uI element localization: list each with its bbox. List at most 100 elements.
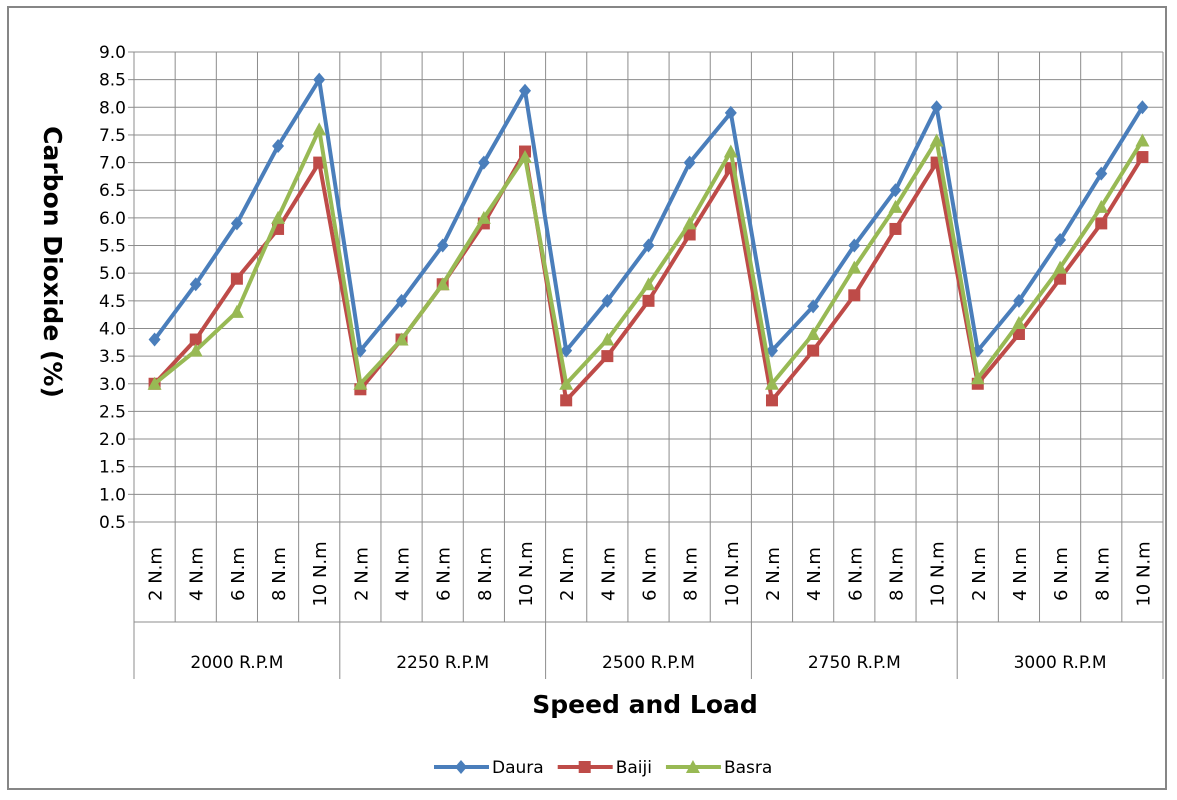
x-category-label: 6 N.m <box>228 547 249 601</box>
data-point-basra <box>394 332 409 346</box>
data-point-basra <box>476 210 491 224</box>
legend-label-basra: Basra <box>724 758 772 778</box>
data-point-basra <box>518 150 533 164</box>
data-point-basra <box>147 376 162 390</box>
legend-label-baiji: Baiji <box>616 758 652 778</box>
data-point-daura <box>560 343 573 358</box>
series-layer <box>147 72 1150 407</box>
data-point-baiji <box>230 272 243 285</box>
series-baiji <box>148 145 1149 407</box>
legend-marker-baiji <box>578 761 591 773</box>
legend-item-baiji: Baiji <box>557 758 652 778</box>
x-category-label: 10 N.m <box>1133 541 1154 606</box>
data-point-basra <box>271 210 286 224</box>
x-category-label: 10 N.m <box>928 541 949 606</box>
x-category-label: 4 N.m <box>1010 547 1031 601</box>
y-tick-label: 3.0 <box>99 375 126 395</box>
data-point-daura <box>1012 293 1025 308</box>
data-point-baiji <box>1054 272 1067 285</box>
x-group-label: 3000 R.P.M <box>1014 653 1107 673</box>
data-point-daura <box>601 293 614 308</box>
data-point-daura <box>1095 166 1108 181</box>
data-point-baiji <box>1012 328 1025 340</box>
x-category-label: 4 N.m <box>393 547 414 601</box>
data-point-daura <box>477 155 490 170</box>
data-point-basra <box>764 376 779 390</box>
legend-item-daura: Daura <box>434 758 544 778</box>
data-point-basra <box>970 371 985 385</box>
data-point-baiji <box>560 394 573 407</box>
axis-layer: 0.5 1.0 1.5 2.0 2.5 3.0 3.5 4.0 4.5 5.0 5.5 6.0 6.5 7… <box>99 43 1164 679</box>
data-point-daura <box>642 238 655 253</box>
data-point-daura <box>848 238 861 253</box>
y-tick-label: 2.0 <box>99 430 126 450</box>
y-tick-label: 2.5 <box>99 402 126 422</box>
legend: Daura Baiji Basra <box>434 758 772 778</box>
x-category-label: 6 N.m <box>434 547 455 601</box>
data-point-daura <box>148 332 161 347</box>
data-point-baiji <box>601 350 614 363</box>
data-point-basra <box>229 304 244 318</box>
x-category-label: 2 N.m <box>969 547 990 601</box>
data-point-daura <box>436 238 449 253</box>
legend-marker-basra <box>685 760 700 773</box>
y-tick-label: 5.0 <box>99 264 126 284</box>
data-point-basra <box>353 376 368 390</box>
x-category-label: 2 N.m <box>557 547 578 601</box>
data-point-daura <box>519 83 532 98</box>
x-category-label: 6 N.m <box>845 547 866 601</box>
data-point-basra <box>723 144 738 158</box>
x-category-label: 8 N.m <box>1092 547 1113 601</box>
x-category-label: 8 N.m <box>681 547 702 601</box>
data-point-baiji <box>889 222 902 235</box>
x-category-label: 2 N.m <box>763 547 784 601</box>
data-point-baiji <box>848 289 861 302</box>
data-point-baiji <box>807 344 820 357</box>
data-point-daura <box>189 277 202 292</box>
legend-item-basra: Basra <box>665 758 772 778</box>
y-tick-label: 3.5 <box>99 347 126 367</box>
y-tick-label: 7.5 <box>99 126 126 146</box>
data-point-basra <box>929 133 944 147</box>
data-point-daura <box>1054 233 1067 247</box>
x-group-label: 2750 R.P.M <box>808 653 901 673</box>
y-tick-label: 4.5 <box>99 292 126 312</box>
data-point-daura <box>930 100 943 115</box>
data-point-baiji <box>683 228 696 241</box>
x-category-label: 4 N.m <box>187 547 208 601</box>
data-point-basra <box>312 122 327 136</box>
x-category-label: 4 N.m <box>598 547 619 601</box>
series-line-daura <box>152 77 1145 353</box>
data-point-basra <box>888 199 903 213</box>
data-point-daura <box>230 216 243 231</box>
data-point-daura <box>395 293 408 308</box>
series-line-basra <box>153 127 1145 386</box>
x-group-label: 2000 R.P.M <box>190 653 283 673</box>
y-tick-label: 1.0 <box>99 485 126 505</box>
series-daura <box>148 72 1149 358</box>
x-category-label: 4 N.m <box>804 547 825 601</box>
legend-marker-daura <box>455 760 467 774</box>
y-tick-label: 6.0 <box>99 209 126 229</box>
y-tick-label: 6.5 <box>99 181 126 201</box>
data-point-baiji <box>765 394 778 407</box>
y-tick-label: 8.0 <box>99 98 126 118</box>
data-point-baiji <box>1095 217 1108 230</box>
data-point-basra <box>435 277 450 291</box>
series-line-baiji <box>153 149 1145 403</box>
data-point-daura <box>724 105 737 120</box>
data-point-basra <box>682 216 697 230</box>
data-point-daura <box>765 343 778 358</box>
x-group-label: 2500 R.P.M <box>602 653 695 673</box>
x-category-label: 10 N.m <box>722 541 743 606</box>
legend-label-daura: Daura <box>492 758 544 778</box>
y-tick-label: 4.0 <box>99 319 126 339</box>
data-point-baiji <box>642 294 655 307</box>
y-tick-label: 5.5 <box>99 237 126 257</box>
data-point-basra <box>1135 133 1150 147</box>
data-point-basra <box>1094 199 1109 213</box>
x-group-label: 2250 R.P.M <box>396 653 489 673</box>
x-category-label: 2 N.m <box>351 547 372 601</box>
data-point-basra <box>641 277 656 291</box>
